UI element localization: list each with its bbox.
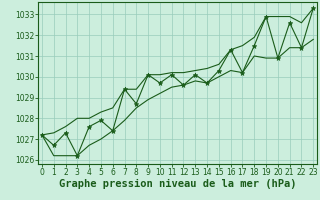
X-axis label: Graphe pression niveau de la mer (hPa): Graphe pression niveau de la mer (hPa): [59, 179, 296, 189]
